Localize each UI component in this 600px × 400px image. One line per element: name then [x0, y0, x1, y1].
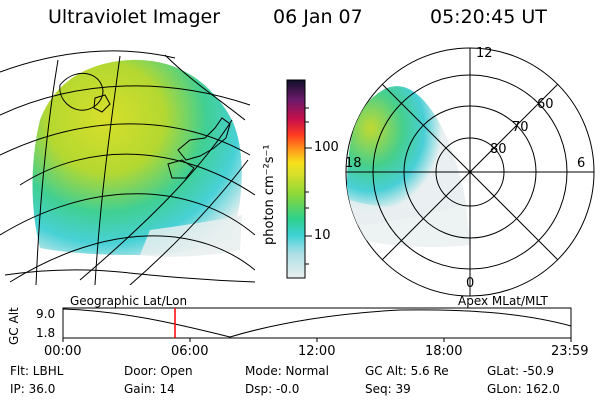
gc-alt-axis-title: GC Alt [7, 307, 21, 345]
x-tick-0600: 06:00 [171, 344, 209, 359]
status-mode: Mode: Normal [245, 364, 329, 378]
y-tick-1-8: 1.8 [36, 326, 56, 340]
status-gc-alt: GC Alt: 5.6 Re [365, 364, 449, 378]
geographic-image [0, 50, 255, 285]
lat-label-60: 60 [537, 97, 554, 112]
mlt-label-0: 0 [466, 276, 475, 291]
gc-altitude-timeline [62, 307, 572, 342]
status-dsp: Dsp: -0.0 [245, 382, 300, 396]
instrument-title: Ultraviolet Imager [48, 6, 221, 28]
colorbar-unit-label: photon cm⁻²s⁻¹ [262, 144, 277, 245]
mlt-label-12: 12 [476, 46, 493, 61]
aurora-emission [32, 59, 242, 256]
y-tick-9: 9.0 [36, 307, 56, 321]
colorbar-tick-100: 100 [314, 140, 339, 155]
mlt-label-18: 18 [345, 156, 362, 171]
colorbar [286, 79, 312, 279]
x-tick-0000: 00:00 [44, 344, 82, 359]
x-tick-2359: 23:59 [551, 344, 589, 359]
geographic-label: Geographic Lat/Lon [70, 294, 188, 308]
status-glat: GLat: -50.9 [487, 364, 554, 378]
lat-label-70: 70 [512, 120, 529, 135]
status-seq: Seq: 39 [365, 382, 411, 396]
mlt-label-6: 6 [577, 156, 586, 171]
status-door: Door: Open [124, 364, 193, 378]
altitude-curve [62, 308, 572, 338]
date-label: 06 Jan 07 [273, 6, 363, 28]
x-tick-1800: 18:00 [425, 344, 463, 359]
lat-label-80: 80 [490, 142, 507, 157]
status-gain: Gain: 14 [124, 382, 175, 396]
polar-aurora [347, 86, 466, 226]
polar-plot [345, 47, 595, 297]
time-label: 05:20:45 UT [430, 6, 547, 28]
status-ip: IP: 36.0 [10, 382, 56, 396]
polar-grid [346, 48, 594, 296]
status-flt: Flt: LBHL [10, 364, 64, 378]
colorbar-tick-10: 10 [314, 228, 331, 243]
apex-label: Apex MLat/MLT [458, 294, 548, 308]
lat-lon-grid [0, 50, 255, 285]
x-tick-1200: 12:00 [298, 344, 336, 359]
status-glon: GLon: 162.0 [487, 382, 560, 396]
